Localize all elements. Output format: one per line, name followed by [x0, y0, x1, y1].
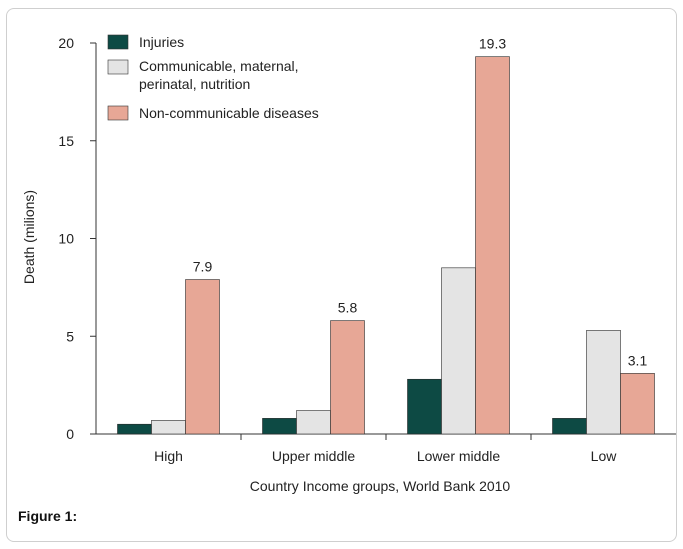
bar — [262, 418, 297, 435]
legend-label-communicable-line1: Communicable, maternal, — [139, 58, 299, 74]
y-tick-label: 0 — [66, 426, 74, 442]
data-label: 7.9 — [193, 259, 213, 275]
y-tick-label: 20 — [58, 35, 74, 51]
figure-frame — [6, 8, 677, 542]
legend-label-communicable-line2: perinatal, nutrition — [139, 76, 250, 92]
legend-label-injuries: Injuries — [139, 34, 184, 50]
bar — [475, 56, 510, 435]
x-tick-label: High — [154, 448, 183, 464]
bar — [620, 373, 655, 435]
legend: Injuries Communicable, maternal, perinat… — [107, 34, 319, 121]
bar — [407, 378, 442, 435]
bar — [117, 423, 152, 435]
legend-swatch-injuries — [107, 34, 129, 50]
x-tick-label: Upper middle — [272, 448, 355, 464]
legend-swatch-noncommunicable — [107, 105, 129, 121]
y-tick-label: 10 — [58, 231, 74, 247]
data-label: 3.1 — [628, 352, 648, 368]
bar — [552, 418, 587, 435]
y-tick-label: 15 — [58, 133, 74, 149]
y-axis-label: Death (milions) — [21, 190, 37, 284]
y-tick-label: 5 — [66, 328, 74, 344]
data-label: 19.3 — [479, 36, 506, 52]
bar — [586, 330, 621, 435]
bar — [330, 320, 365, 435]
bar — [185, 279, 220, 435]
figure-caption: Figure 1: — [18, 508, 78, 524]
legend-label-noncommunicable: Non-communicable diseases — [139, 105, 319, 121]
data-label: 5.8 — [338, 300, 358, 316]
bar — [151, 420, 186, 435]
bar — [441, 267, 476, 435]
x-axis-label: Country Income groups, World Bank 2010 — [250, 478, 511, 494]
bar — [296, 410, 331, 435]
x-tick-label: Lower middle — [417, 448, 500, 464]
legend-swatch-communicable — [107, 59, 129, 75]
x-tick-label: Low — [591, 448, 618, 464]
